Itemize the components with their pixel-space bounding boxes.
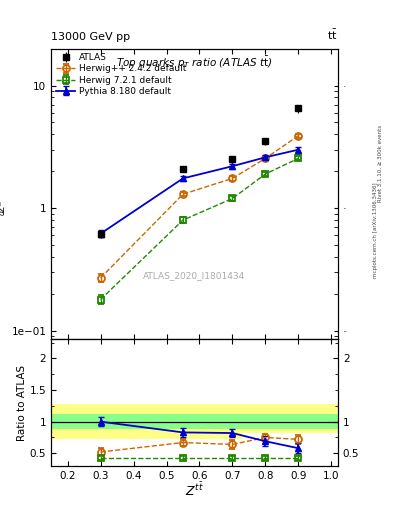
Text: mcplots.cern.ch [arXiv:1306.3436]: mcplots.cern.ch [arXiv:1306.3436]	[373, 183, 378, 278]
Legend: ATLAS, Herwig++ 2.4.2 default, Herwig 7.2.1 default, Pythia 8.180 default: ATLAS, Herwig++ 2.4.2 default, Herwig 7.…	[54, 51, 188, 98]
X-axis label: $Z^{t\bar{t}}$: $Z^{t\bar{t}}$	[185, 482, 204, 499]
Text: t$\bar{\rm t}$: t$\bar{\rm t}$	[327, 28, 338, 42]
Y-axis label: $\frac{d\sigma}{dZ^{t\bar{t}}}\ \mathrm{[pb]}$: $\frac{d\sigma}{dZ^{t\bar{t}}}\ \mathrm{…	[0, 172, 9, 216]
Text: Top quarks $p_T$ ratio (ATLAS t$\bar{\rm t}$): Top quarks $p_T$ ratio (ATLAS t$\bar{\rm…	[116, 54, 273, 71]
Text: 13000 GeV pp: 13000 GeV pp	[51, 32, 130, 42]
Y-axis label: Ratio to ATLAS: Ratio to ATLAS	[17, 365, 27, 441]
Text: ATLAS_2020_I1801434: ATLAS_2020_I1801434	[143, 271, 246, 280]
Text: Rivet 3.1.10, ≥ 300k events: Rivet 3.1.10, ≥ 300k events	[378, 125, 383, 202]
